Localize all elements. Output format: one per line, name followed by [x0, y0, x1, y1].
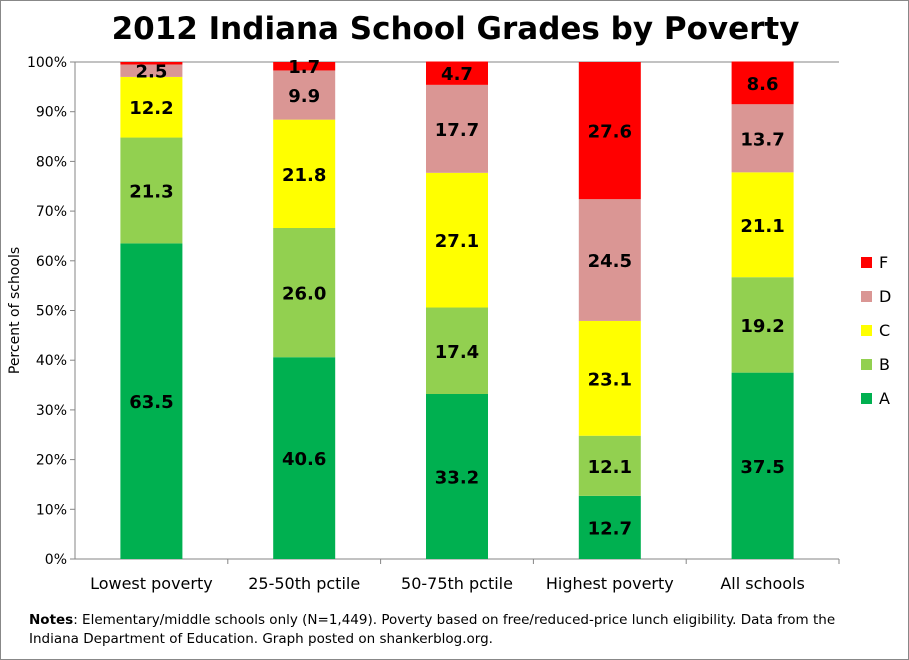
- legend-swatch-A: [861, 393, 872, 404]
- bar-segment-F: [578, 62, 641, 200]
- legend-label: A: [879, 389, 890, 408]
- bar-segment-A: [731, 372, 794, 559]
- x-tick-label: All schools: [720, 574, 805, 593]
- bar-segment-A: [273, 357, 336, 559]
- data-label: 13.7: [740, 129, 784, 150]
- data-label: 17.4: [435, 342, 479, 363]
- data-label: 1.7: [288, 57, 320, 78]
- legend-swatch-F: [861, 257, 872, 268]
- bar-segment-A: [120, 243, 183, 559]
- notes-label: Notes: [29, 612, 74, 628]
- data-label: 26.0: [282, 284, 326, 305]
- y-tick-label: 20%: [36, 453, 67, 469]
- data-label: 37.5: [740, 457, 784, 478]
- bar-segment-D: [426, 84, 488, 173]
- data-label: 2.5: [135, 62, 167, 83]
- y-tick-label: 30%: [36, 403, 67, 419]
- data-label: 8.6: [747, 74, 779, 95]
- bar-segment-F: [426, 61, 488, 85]
- data-label: 27.1: [435, 231, 479, 252]
- data-label: 19.2: [740, 316, 784, 337]
- legend-label: C: [879, 321, 890, 340]
- bar-segment-D: [120, 64, 183, 77]
- bar-segment-F: [273, 62, 336, 71]
- data-label: 63.5: [129, 392, 173, 413]
- data-label: 21.8: [282, 165, 326, 186]
- bar-segment-C: [731, 172, 794, 278]
- x-tick-label: Lowest poverty: [90, 574, 213, 593]
- bar-segment-A: [426, 393, 488, 559]
- bar-segment-D: [273, 70, 336, 120]
- data-label: 9.9: [288, 86, 320, 107]
- data-label: 27.6: [588, 122, 632, 143]
- bar-segment-A: [578, 495, 641, 559]
- bar-segment-B: [120, 137, 183, 244]
- x-tick-label: 50-75th pctile: [401, 574, 513, 593]
- bar-segment-F: [120, 62, 183, 65]
- y-tick-label: 90%: [36, 105, 67, 121]
- data-label: 21.1: [740, 216, 784, 237]
- bar-segment-C: [273, 119, 336, 228]
- y-tick-label: 100%: [27, 55, 67, 71]
- legend-label: D: [879, 287, 891, 306]
- bar-segment-D: [578, 199, 641, 321]
- bar-segment-F: [731, 61, 794, 105]
- bar-segment-C: [578, 320, 641, 436]
- data-label: 12.7: [588, 518, 632, 539]
- data-label: 17.7: [435, 120, 479, 141]
- legend-label: F: [879, 253, 888, 272]
- chart-notes: Notes: Elementary/middle schools only (N…: [29, 611, 869, 649]
- bar-segment-B: [578, 435, 641, 496]
- bar-segment-B: [426, 307, 488, 394]
- y-axis-label: Percent of schools: [7, 247, 23, 374]
- legend-swatch-C: [861, 325, 872, 336]
- y-tick-label: 10%: [36, 502, 67, 518]
- bar-segment-B: [731, 277, 794, 373]
- y-tick-label: 50%: [36, 304, 67, 320]
- legend-swatch-B: [861, 359, 872, 370]
- bar-segment-B: [273, 227, 336, 358]
- data-label: 23.1: [588, 369, 632, 390]
- bar-segment-C: [426, 172, 488, 308]
- x-tick-label: Highest poverty: [546, 574, 674, 593]
- legend-swatch-D: [861, 291, 872, 302]
- y-tick-label: 40%: [36, 353, 67, 369]
- bar-segment-C: [120, 76, 183, 138]
- data-label: 12.1: [588, 457, 632, 478]
- data-label: 24.5: [588, 251, 632, 272]
- bar-segment-D: [731, 104, 794, 173]
- notes-text: : Elementary/middle schools only (N=1,44…: [29, 612, 836, 647]
- y-tick-label: 60%: [36, 254, 67, 270]
- legend-label: B: [879, 355, 890, 374]
- data-label: 12.2: [129, 98, 173, 119]
- data-label: 33.2: [435, 467, 479, 488]
- chart-title: 2012 Indiana School Grades by Poverty: [111, 11, 800, 47]
- data-label: 4.7: [441, 64, 473, 85]
- y-tick-label: 70%: [36, 204, 67, 220]
- data-label: 21.3: [129, 181, 173, 202]
- x-tick-label: 25-50th pctile: [248, 574, 360, 593]
- data-label: 40.6: [282, 449, 326, 470]
- y-tick-label: 0%: [45, 552, 67, 568]
- y-tick-label: 80%: [36, 154, 67, 170]
